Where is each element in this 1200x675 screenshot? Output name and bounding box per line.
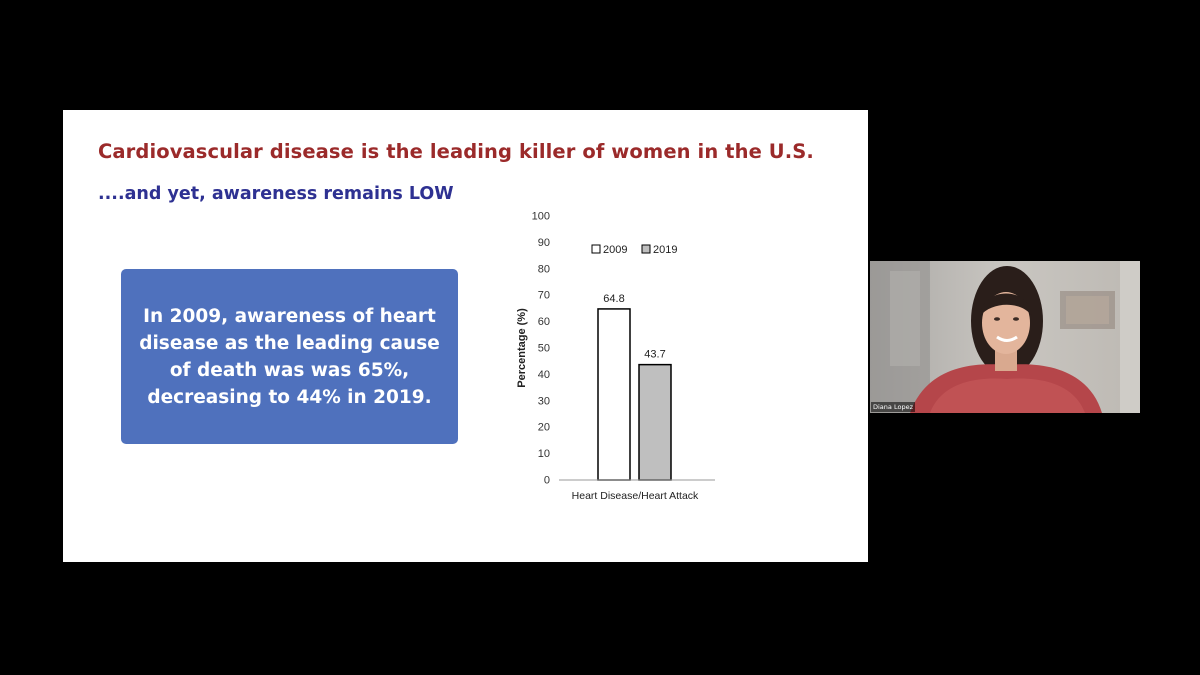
awareness-bar-chart: 0 10 20 30 40 50 60 70 80 90 100 Percentage (%) 64.8… — [503, 205, 723, 510]
y-axis-label: Percentage (%) — [516, 308, 528, 388]
participant-name-tag: Diana Lopez — [871, 402, 915, 412]
participant-video-feed — [870, 261, 1140, 413]
y-tick-label: 50 — [538, 343, 550, 355]
y-tick-label: 90 — [538, 237, 550, 249]
bar-2009 — [597, 308, 631, 481]
legend-swatch-2009 — [591, 244, 601, 254]
data-label-2019: 43.7 — [644, 349, 665, 361]
y-tick-label: 10 — [538, 448, 550, 460]
y-tick-label: 100 — [532, 211, 550, 223]
legend-label-2019: 2019 — [653, 244, 677, 256]
awareness-callout-box: In 2009, awareness of heart disease as t… — [121, 269, 458, 444]
slide-title: Cardiovascular disease is the leading ki… — [98, 140, 814, 163]
y-tick-label: 60 — [538, 316, 550, 328]
legend-swatch-2019 — [641, 244, 651, 254]
y-tick-label: 0 — [544, 475, 550, 487]
y-tick-label: 80 — [538, 263, 550, 275]
shared-slide: Cardiovascular disease is the leading ki… — [63, 110, 868, 562]
bar-2019 — [638, 363, 672, 481]
legend-label-2009: 2009 — [603, 244, 627, 256]
chart-svg: 0 10 20 30 40 50 60 70 80 90 100 Percentage (%) 64.8… — [516, 211, 715, 502]
y-tick-label: 70 — [538, 290, 550, 302]
x-category-label: Heart Disease/Heart Attack — [572, 490, 699, 502]
y-tick-label: 40 — [538, 369, 550, 381]
y-tick-label: 30 — [538, 395, 550, 407]
callout-text: In 2009, awareness of heart disease as t… — [139, 305, 440, 408]
slide-subtitle: ....and yet, awareness remains LOW — [98, 184, 454, 204]
y-tick-label: 20 — [538, 422, 550, 434]
data-label-2009: 64.8 — [603, 293, 624, 305]
participant-video-tile[interactable]: Diana Lopez — [870, 261, 1140, 413]
